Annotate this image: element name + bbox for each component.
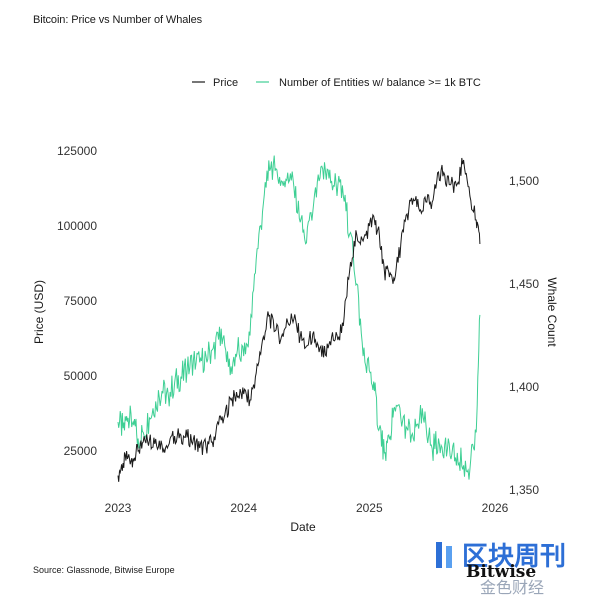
y-tick-label: 100000	[57, 219, 97, 233]
x-tick-label: 2023	[105, 501, 132, 515]
y2-tick-label: 1,500	[509, 174, 539, 188]
series-price-line	[117, 157, 481, 482]
y-tick-label: 25000	[64, 444, 98, 458]
legend-whales-label: Number of Entities w/ balance >= 1k BTC	[279, 77, 481, 89]
x-tick-label: 2025	[356, 501, 383, 515]
y-axis-ticks: 25000 50000 75000 100000 125000	[57, 144, 97, 458]
y-axis-label: Price (USD)	[32, 280, 46, 344]
legend-price-label: Price	[213, 77, 238, 89]
watermark-brand-cn: 区块周刊	[462, 542, 566, 572]
series-whales-line	[117, 155, 481, 480]
x-axis-ticks: 2023 2024 2025 2026	[105, 501, 509, 515]
y-tick-label: 125000	[57, 144, 97, 158]
watermark-brand-en: Bitwise	[466, 562, 536, 582]
y2-axis-ticks: 1,350 1,400 1,450 1,500	[509, 174, 539, 497]
y2-tick-label: 1,450	[509, 277, 539, 291]
chart-title: Bitcoin: Price vs Number of Whales	[33, 14, 202, 26]
source-note: Source: Glassnode, Bitwise Europe	[33, 565, 175, 575]
x-tick-label: 2024	[230, 501, 257, 515]
y2-tick-label: 1,350	[509, 483, 539, 497]
y-tick-label: 50000	[64, 369, 98, 383]
x-tick-label: 2026	[482, 501, 509, 515]
watermark-logo-icon	[436, 542, 442, 568]
watermark-logo-icon-bar	[446, 546, 452, 568]
y2-axis-label: Whale Count	[545, 277, 559, 347]
y2-tick-label: 1,400	[509, 380, 539, 394]
legend: Price Number of Entities w/ balance >= 1…	[192, 77, 481, 89]
watermark-sub-cn: 金色财经	[480, 578, 544, 597]
x-axis-label: Date	[290, 520, 316, 534]
y-tick-label: 75000	[64, 294, 98, 308]
watermark: 区块周刊 Bitwise 金色财经	[436, 542, 566, 597]
